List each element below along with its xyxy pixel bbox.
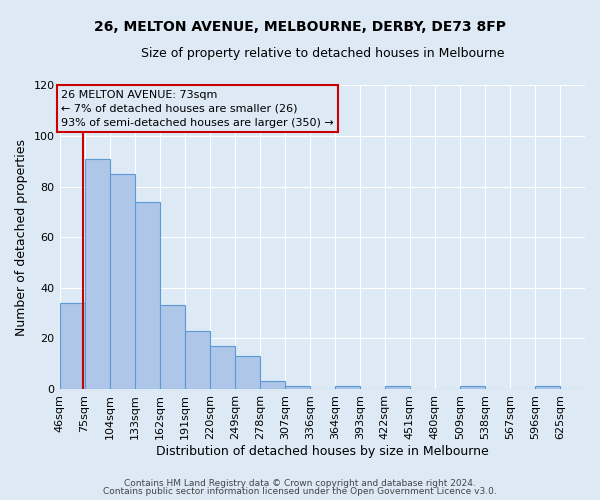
Bar: [285, 386, 310, 389]
Bar: [160, 306, 185, 389]
Bar: [85, 158, 110, 389]
Bar: [335, 386, 360, 389]
Y-axis label: Number of detached properties: Number of detached properties: [15, 138, 28, 336]
X-axis label: Distribution of detached houses by size in Melbourne: Distribution of detached houses by size …: [156, 444, 488, 458]
Bar: [235, 356, 260, 389]
Bar: [385, 386, 410, 389]
Title: Size of property relative to detached houses in Melbourne: Size of property relative to detached ho…: [140, 48, 504, 60]
Text: 26 MELTON AVENUE: 73sqm
← 7% of detached houses are smaller (26)
93% of semi-det: 26 MELTON AVENUE: 73sqm ← 7% of detached…: [61, 90, 334, 128]
Bar: [110, 174, 134, 389]
Bar: [460, 386, 485, 389]
Bar: [59, 303, 85, 389]
Bar: [185, 331, 209, 389]
Text: 26, MELTON AVENUE, MELBOURNE, DERBY, DE73 8FP: 26, MELTON AVENUE, MELBOURNE, DERBY, DE7…: [94, 20, 506, 34]
Text: Contains HM Land Registry data © Crown copyright and database right 2024.: Contains HM Land Registry data © Crown c…: [124, 478, 476, 488]
Bar: [535, 386, 560, 389]
Text: Contains public sector information licensed under the Open Government Licence v3: Contains public sector information licen…: [103, 487, 497, 496]
Bar: [209, 346, 235, 389]
Bar: [134, 202, 160, 389]
Bar: [260, 382, 285, 389]
